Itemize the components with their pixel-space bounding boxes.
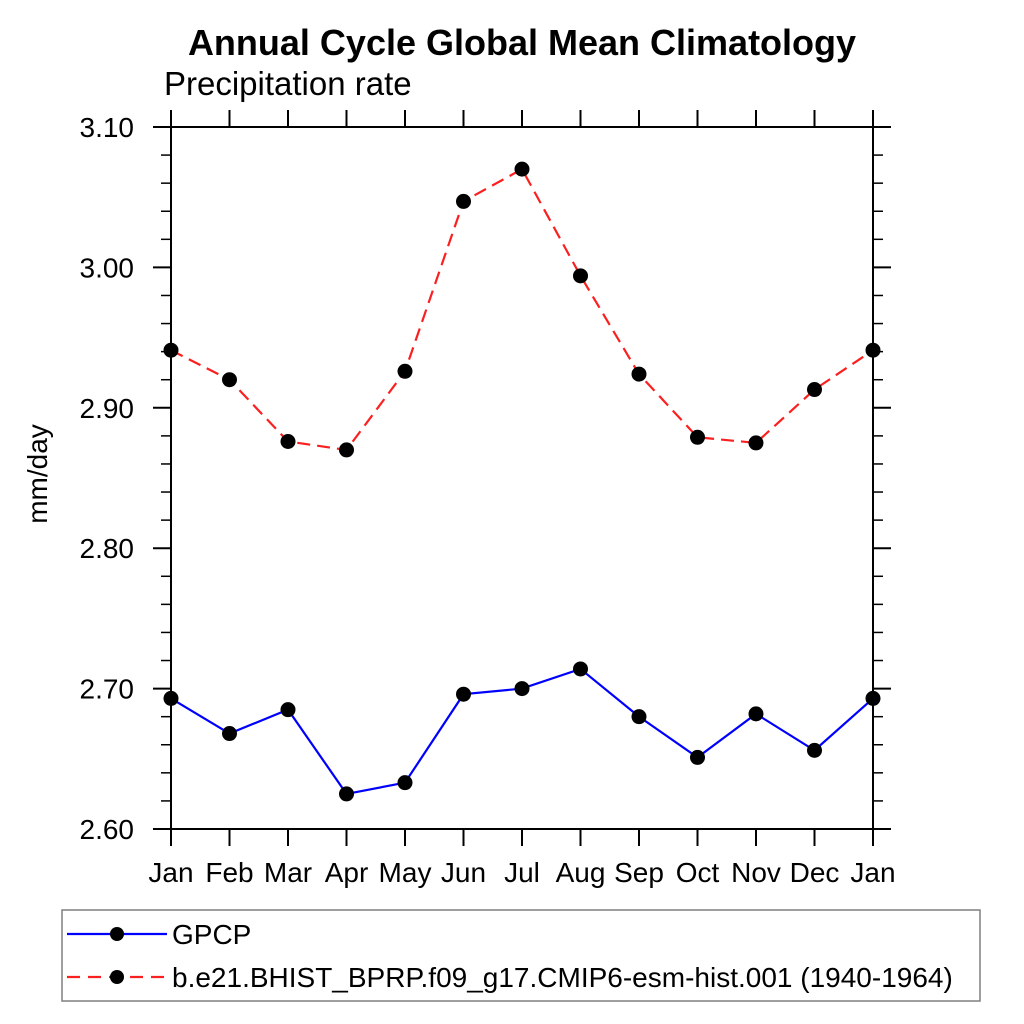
y-tick-label: 2.90: [80, 393, 135, 424]
x-tick-label: Feb: [205, 857, 253, 888]
x-tick-label: Oct: [676, 857, 720, 888]
x-tick-label: Aug: [556, 857, 606, 888]
data-point-marker-gpcp: [397, 775, 413, 791]
data-point-marker-gpcp: [163, 690, 179, 706]
x-tick-label: May: [379, 857, 432, 888]
data-point-marker-gpcp: [748, 706, 764, 722]
data-point-marker-gpcp: [573, 661, 588, 677]
y-tick-label: 3.00: [80, 252, 135, 283]
data-point-marker-model: [631, 366, 647, 382]
data-point-marker-model: [807, 382, 822, 398]
data-point-marker-gpcp: [280, 702, 296, 718]
y-tick-label: 3.10: [80, 112, 135, 143]
legend-box: [61, 909, 981, 1002]
series-line-model: [170, 167, 874, 452]
x-tick-label: Jun: [441, 857, 486, 888]
legend-label-gpcp: GPCP: [172, 919, 251, 950]
legend-marker-icon-model: [110, 970, 124, 984]
plot-frame: [170, 126, 874, 830]
data-point-marker-model: [573, 268, 588, 284]
x-tick-label: Jan: [148, 857, 193, 888]
x-tick-label: Dec: [790, 857, 840, 888]
data-point-marker-gpcp: [807, 742, 822, 758]
data-point-marker-model: [690, 429, 705, 445]
x-tick-label: Jan: [850, 857, 895, 888]
data-point-marker-gpcp: [865, 690, 881, 706]
data-point-marker-model: [514, 161, 530, 177]
y-tick-label: 2.60: [80, 814, 135, 845]
data-point-marker-gpcp: [339, 786, 354, 802]
y-tick-label: 2.80: [80, 533, 135, 564]
y-axis-label: mm/day: [22, 424, 53, 524]
data-point-marker-gpcp: [222, 726, 237, 742]
legend-label-model: b.e21.BHIST_BPRP.f09_g17.CMIP6-esm-hist.…: [172, 962, 953, 993]
data-point-marker-model: [163, 342, 179, 358]
data-point-marker-gpcp: [631, 709, 647, 725]
legend: GPCP b.e21.BHIST_BPRP.f09_g17.CMIP6-esm-…: [61, 909, 981, 1002]
data-point-marker-model: [865, 342, 881, 358]
data-point-marker-model: [397, 363, 413, 379]
chart-title: Annual Cycle Global Mean Climatology: [188, 22, 856, 63]
chart-subtitle: Precipitation rate: [164, 65, 412, 102]
x-tick-label: Mar: [264, 857, 312, 888]
data-point-marker-gpcp: [456, 686, 471, 702]
data-point-marker-model: [222, 372, 237, 388]
y-tick-label: 2.70: [80, 674, 135, 705]
data-point-marker-model: [748, 435, 764, 451]
data-point-marker-model: [456, 193, 471, 209]
data-point-marker-gpcp: [690, 749, 705, 765]
data-point-marker-model: [339, 442, 354, 458]
x-tick-label: Apr: [325, 857, 369, 888]
x-tick-label: Jul: [504, 857, 540, 888]
x-tick-label: Nov: [731, 857, 781, 888]
data-point-marker-gpcp: [514, 681, 530, 697]
data-point-marker-model: [280, 433, 296, 449]
x-tick-label: Sep: [614, 857, 664, 888]
legend-marker-icon-gpcp: [110, 927, 124, 941]
